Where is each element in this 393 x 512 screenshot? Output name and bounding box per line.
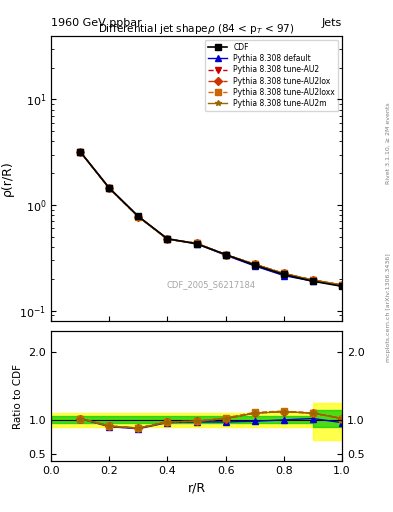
Pythia 8.308 tune-AU2 [194, 240, 199, 246]
Pythia 8.308 default [194, 241, 199, 247]
Pythia 8.308 tune-AU2m [340, 282, 344, 288]
CDF [252, 262, 257, 268]
Pythia 8.308 tune-AU2loxx [340, 282, 344, 288]
CDF [107, 185, 112, 191]
CDF [340, 283, 344, 289]
Bar [51, 413, 313, 426]
Pythia 8.308 tune-AU2 [136, 214, 141, 220]
Line: Pythia 8.308 tune-AU2: Pythia 8.308 tune-AU2 [77, 149, 345, 288]
Pythia 8.308 tune-AU2 [165, 236, 170, 242]
Pythia 8.308 tune-AU2 [281, 270, 286, 276]
Pythia 8.308 default [281, 272, 286, 279]
Pythia 8.308 tune-AU2m [136, 214, 141, 220]
Pythia 8.308 default [340, 282, 344, 288]
CDF [194, 241, 199, 247]
Line: Pythia 8.308 tune-AU2lox: Pythia 8.308 tune-AU2lox [77, 149, 345, 288]
Pythia 8.308 tune-AU2lox [78, 148, 83, 155]
CDF [223, 251, 228, 258]
Pythia 8.308 tune-AU2m [107, 185, 112, 191]
Pythia 8.308 tune-AU2 [78, 148, 83, 155]
Text: mcplots.cern.ch [arXiv:1306.3436]: mcplots.cern.ch [arXiv:1306.3436] [386, 253, 391, 361]
Pythia 8.308 tune-AU2lox [165, 236, 170, 242]
Line: Pythia 8.308 tune-AU2m: Pythia 8.308 tune-AU2m [77, 149, 345, 288]
Pythia 8.308 tune-AU2loxx [310, 277, 315, 283]
CDF [165, 236, 170, 242]
Pythia 8.308 tune-AU2m [194, 240, 199, 246]
Pythia 8.308 tune-AU2lox [136, 214, 141, 220]
Pythia 8.308 tune-AU2lox [194, 240, 199, 246]
Text: 1960 GeV ppbar: 1960 GeV ppbar [51, 18, 142, 28]
Pythia 8.308 tune-AU2m [310, 277, 315, 283]
Y-axis label: Ratio to CDF: Ratio to CDF [13, 364, 23, 429]
Pythia 8.308 default [107, 185, 112, 191]
Pythia 8.308 default [252, 263, 257, 269]
Pythia 8.308 tune-AU2 [340, 282, 344, 288]
Y-axis label: ρ(r/R): ρ(r/R) [1, 160, 14, 196]
Text: CDF_2005_S6217184: CDF_2005_S6217184 [167, 280, 255, 289]
Pythia 8.308 tune-AU2lox [223, 251, 228, 258]
Pythia 8.308 tune-AU2loxx [223, 251, 228, 258]
Pythia 8.308 tune-AU2loxx [165, 236, 170, 242]
Bar [313, 410, 342, 426]
CDF [78, 148, 83, 155]
Pythia 8.308 tune-AU2m [223, 251, 228, 258]
Pythia 8.308 default [78, 148, 83, 155]
Pythia 8.308 tune-AU2loxx [107, 185, 112, 191]
Pythia 8.308 tune-AU2lox [281, 270, 286, 276]
Pythia 8.308 default [165, 236, 170, 242]
Pythia 8.308 tune-AU2loxx [252, 261, 257, 267]
Pythia 8.308 default [310, 278, 315, 284]
Pythia 8.308 default [223, 252, 228, 258]
CDF [281, 271, 286, 278]
Pythia 8.308 tune-AU2lox [107, 185, 112, 191]
Line: Pythia 8.308 tune-AU2loxx: Pythia 8.308 tune-AU2loxx [77, 149, 345, 288]
Pythia 8.308 tune-AU2loxx [78, 148, 83, 155]
Pythia 8.308 tune-AU2 [223, 251, 228, 258]
Line: CDF: CDF [77, 148, 345, 290]
Pythia 8.308 tune-AU2loxx [281, 270, 286, 276]
X-axis label: r/R: r/R [187, 481, 206, 494]
Pythia 8.308 tune-AU2m [281, 270, 286, 276]
Text: Jets: Jets [321, 18, 342, 28]
Pythia 8.308 tune-AU2 [310, 277, 315, 283]
Pythia 8.308 tune-AU2 [252, 261, 257, 267]
Line: Pythia 8.308 default: Pythia 8.308 default [77, 149, 345, 288]
Pythia 8.308 tune-AU2m [252, 261, 257, 267]
CDF [136, 214, 141, 220]
CDF [310, 278, 315, 284]
Pythia 8.308 tune-AU2m [165, 236, 170, 242]
Title: Differential jet shape$\rho$ (84 < p$_T$ < 97): Differential jet shape$\rho$ (84 < p$_T$… [98, 22, 295, 36]
Bar [51, 416, 313, 423]
Pythia 8.308 tune-AU2loxx [194, 240, 199, 246]
Pythia 8.308 tune-AU2lox [252, 261, 257, 267]
Pythia 8.308 tune-AU2m [78, 148, 83, 155]
Text: Rivet 3.1.10, ≥ 2M events: Rivet 3.1.10, ≥ 2M events [386, 102, 391, 184]
Pythia 8.308 tune-AU2lox [340, 282, 344, 288]
Pythia 8.308 default [136, 214, 141, 220]
Pythia 8.308 tune-AU2lox [310, 277, 315, 283]
Bar [313, 403, 342, 440]
Legend: CDF, Pythia 8.308 default, Pythia 8.308 tune-AU2, Pythia 8.308 tune-AU2lox, Pyth: CDF, Pythia 8.308 default, Pythia 8.308 … [205, 39, 338, 111]
Pythia 8.308 tune-AU2loxx [136, 214, 141, 220]
Pythia 8.308 tune-AU2 [107, 185, 112, 191]
